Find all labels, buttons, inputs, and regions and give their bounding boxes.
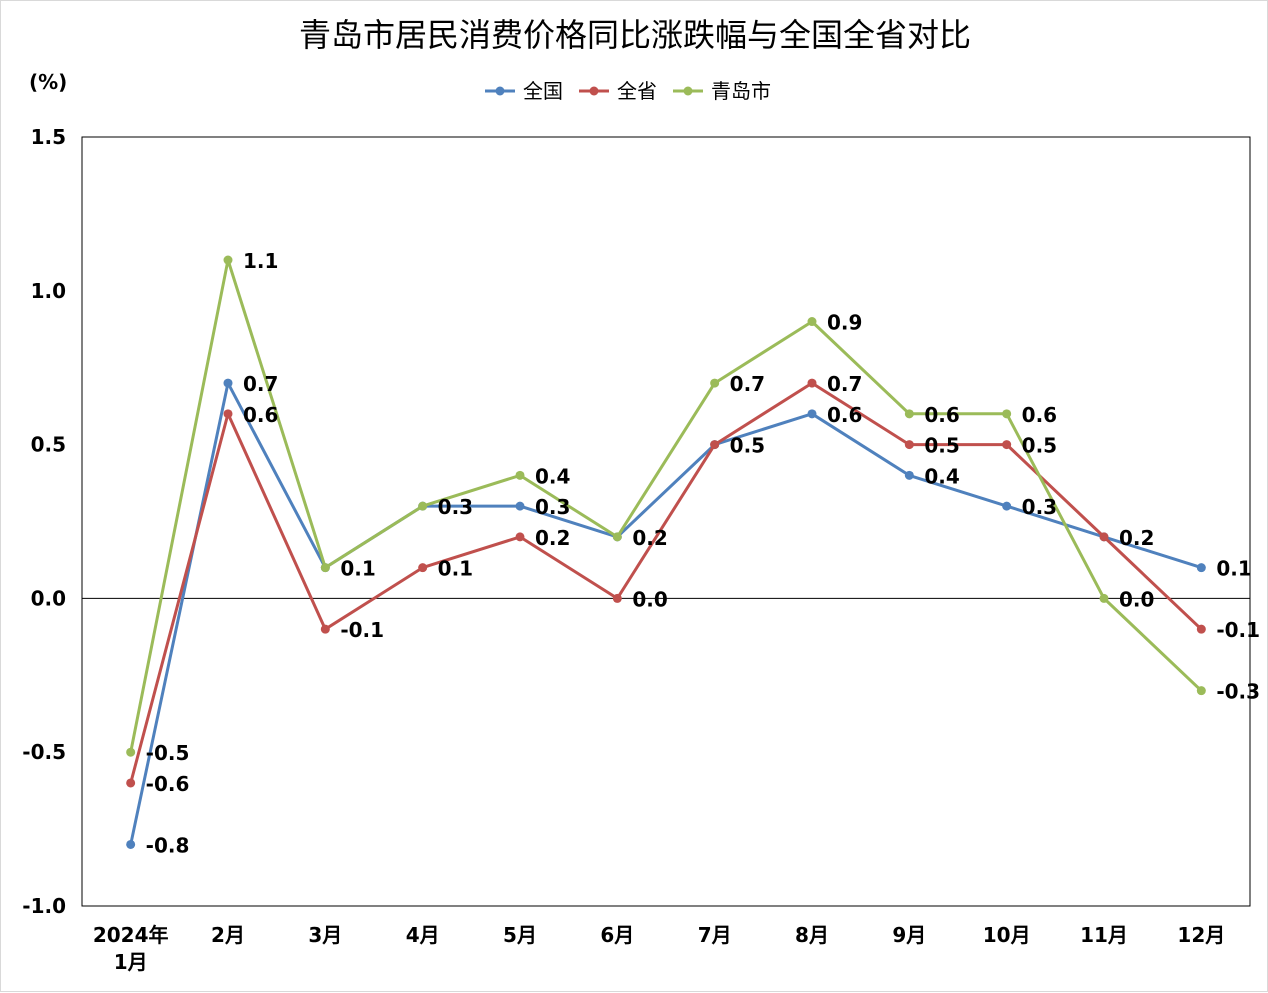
legend-marker [683,86,693,96]
data-label: 0.2 [535,526,570,550]
data-label: 1.1 [243,249,278,273]
x-tick-label: 11月 [1080,923,1128,947]
data-point [612,593,622,603]
data-label: 0.5 [1022,434,1057,458]
y-tick-label: 1.0 [31,279,66,303]
data-label: 0.9 [827,311,862,335]
x-tick-label: 6月 [600,923,634,947]
x-tick-label: 7月 [698,923,732,947]
data-label: 0.1 [340,557,375,581]
y-tick-label: -0.5 [22,740,66,764]
data-point [1099,593,1109,603]
y-tick-label: -1.0 [22,894,66,918]
data-point [904,440,914,450]
data-label: 0.5 [730,434,765,458]
legend-label: 全国 [523,79,563,103]
data-point [612,532,622,542]
data-label: 0.7 [827,372,862,396]
x-tick-label: 5月 [503,923,537,947]
data-point [223,409,233,419]
series-line-青岛市 [129,258,1203,753]
data-label: 0.1 [1216,557,1251,581]
data-label: -0.6 [146,772,190,796]
data-label: 0.6 [827,403,862,427]
data-label: 0.3 [1022,495,1057,519]
data-point [710,378,720,388]
data-label: 0.6 [924,403,959,427]
legend-label: 全省 [617,79,657,103]
plot-border [81,136,1251,907]
data-point [223,378,233,388]
x-tick-label: 8月 [795,923,829,947]
y-axis-unit-label: (%) [29,70,67,94]
y-tick-label: 0.0 [31,586,66,610]
y-tick-label: 1.5 [31,125,66,149]
data-point [710,440,720,450]
data-point [1196,686,1206,696]
data-label: -0.1 [340,618,384,642]
data-label: 0.0 [1119,587,1154,611]
data-point [418,563,428,573]
data-label: -0.5 [146,741,190,765]
data-label: -0.1 [1216,618,1260,642]
data-point [807,378,817,388]
x-tick-label: 2024年 [93,923,169,947]
data-label: 0.6 [243,403,278,427]
data-label: 0.2 [632,526,667,550]
data-point [515,470,525,480]
data-label: 0.6 [1022,403,1057,427]
legend-marker [495,86,505,96]
x-tick-label: 4月 [406,923,440,947]
data-point [1002,409,1012,419]
plot-area: 1.5 1.0 0.5 0.0 -0.5 -1.0 2024年 1月 2月 3月 4月 5月 6月 7月 8… [22,125,1260,974]
data-point [126,778,136,788]
data-point [1196,563,1206,573]
data-point [515,532,525,542]
data-point [1002,440,1012,450]
data-point [1196,624,1206,634]
data-point [1099,532,1109,542]
data-label: 0.2 [1119,526,1154,550]
legend-label: 青岛市 [711,79,771,103]
data-point [126,839,136,849]
data-point [320,624,330,634]
data-label: 0.5 [924,434,959,458]
x-tick-label: 1月 [114,950,148,974]
data-point [904,409,914,419]
series-line-全国 [129,381,1202,845]
data-label: -0.8 [146,833,190,857]
x-tick-label: 9月 [892,923,926,947]
data-point [126,747,136,757]
x-tick-label: 12月 [1177,923,1225,947]
data-point [1002,501,1012,511]
x-tick-label: 2月 [211,923,245,947]
data-point [418,501,428,511]
data-label: 0.4 [924,464,959,488]
data-point [904,470,914,480]
x-tick-label: 3月 [308,923,342,947]
data-point [807,317,817,327]
y-tick-label: 0.5 [31,433,66,457]
data-point [807,409,817,419]
data-label: 0.3 [535,495,570,519]
series-line-全省 [129,381,1203,784]
data-label: 0.7 [730,372,765,396]
chart-legend: 全国 全省 青岛市 [485,79,771,103]
data-point [515,501,525,511]
data-label: 0.4 [535,464,570,488]
legend-marker [589,86,599,96]
data-label: 0.1 [438,557,473,581]
data-point [223,255,233,265]
data-label: 0.0 [632,587,667,611]
chart-title: 青岛市居民消费价格同比涨跌幅与全国全省对比 [299,16,971,54]
x-tick-label: 10月 [983,923,1031,947]
data-label: -0.3 [1216,680,1260,704]
data-label: 0.3 [438,495,473,519]
data-label: 0.7 [243,372,278,396]
data-point [320,563,330,573]
